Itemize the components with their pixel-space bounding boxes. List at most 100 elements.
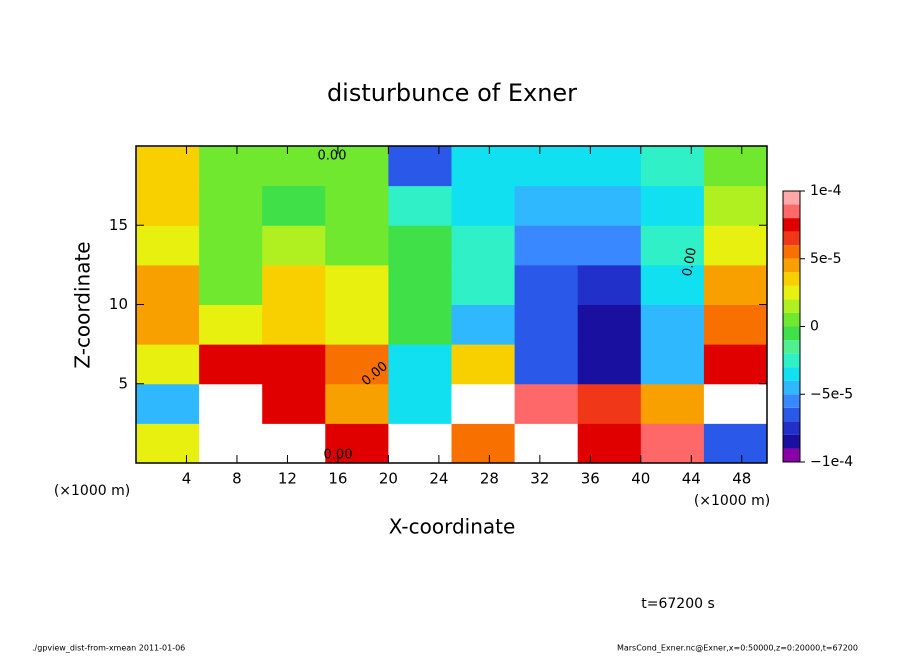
colorbar-band [783,380,800,395]
field-cell [577,304,642,345]
field-cell [703,383,768,424]
field-cell [325,185,389,226]
field-cell [136,225,200,266]
colorbar-band [783,353,800,368]
colorbar-band [783,204,800,219]
field-cell [451,383,516,424]
field-cell [451,264,516,305]
field-cell [640,304,705,345]
field-cell [703,185,768,226]
colorbar-band [783,407,800,422]
field-cell [640,146,705,187]
x-tick-label: 40 [631,470,650,488]
colorbar-tick-label: 5e-5 [810,251,841,267]
field-cell [451,225,516,266]
colorbar-band [783,312,800,327]
footer-right: MarsCond_Exner.nc@Exner,x=0:50000,z=0:20… [617,644,858,653]
colorbar-band [783,272,800,286]
field-cell [388,344,452,385]
x-tick-label: 32 [530,470,549,488]
field-cell [514,185,579,226]
field-cell [325,146,389,187]
contour-label: 0.00 [680,246,700,277]
x-tick-label: 8 [232,470,242,488]
field-cell [703,225,768,266]
field-cell [577,383,642,424]
colorbar-tick-label: −1e-4 [810,454,853,470]
field-cell [514,344,579,385]
field-cell [325,225,389,266]
colorbar-band [783,326,800,341]
field-cell [136,185,200,226]
colorbar-tick-label: −5e-5 [810,386,853,402]
field-cell [577,423,642,464]
chart-title: disturbunce of Exner [327,79,577,107]
colorbar-band [783,340,800,354]
field-cell [136,344,200,385]
field-cell [514,225,579,266]
field-cell [262,146,326,187]
field-cell [136,264,200,305]
y-tick-label: 5 [118,374,128,392]
field-cell [640,264,705,305]
x-tick-label: 16 [328,470,347,488]
field-cell [262,185,326,226]
field-cell [640,423,705,464]
field-cell [640,185,705,226]
x-tick-label: 24 [429,470,448,488]
x-unit: (×1000 m) [694,493,770,509]
field-cell [262,264,326,305]
x-tick-label: 28 [480,470,499,488]
field-cell [325,344,389,385]
x-tick-label: 48 [732,470,751,488]
y-axis-label: Z-coordinate [71,241,95,368]
field-cell [703,304,768,345]
field-cell [199,225,263,266]
colorbar-tick-label: 1e-4 [810,183,842,199]
field-cell [577,264,642,305]
field-cell [451,344,516,385]
colorbar-band [783,218,800,232]
field-cell [388,383,452,424]
field-cell [262,423,326,464]
field-cell [451,185,516,226]
field-cell [136,383,200,424]
field-cell [262,383,326,424]
x-tick-label: 20 [379,470,398,488]
field-cell [703,146,768,187]
field-cell [199,304,263,345]
x-axis-label: X-coordinate [389,515,516,539]
field-cell [388,225,452,266]
field-cell [577,185,642,226]
field-cell [388,423,452,464]
x-tick-label: 36 [581,470,600,488]
field-cell [640,383,705,424]
y-tick-label: 15 [109,216,128,234]
field-cell [388,264,452,305]
field-cell [262,304,326,345]
field-cell [514,264,579,305]
field-cell [451,423,516,464]
field-cell [325,383,389,424]
field-cell [325,423,389,464]
field-cell [325,304,389,345]
field-cell [199,423,263,464]
field-cell [262,344,326,385]
colorbar-band [783,285,800,300]
y-tick-label: 10 [109,295,128,313]
colorbar-tick-label: 0 [810,319,819,335]
field-cell [640,225,705,266]
field-cell [136,304,200,345]
x-tick-label: 12 [278,470,297,488]
field-cell [388,304,452,345]
colorbar-band [783,421,800,435]
field-cell [577,146,642,187]
field-cell [388,146,452,187]
field-cell [703,344,768,385]
field-cell [577,225,642,266]
field-cell [577,344,642,385]
field-cell [640,344,705,385]
field-cell [451,304,516,345]
